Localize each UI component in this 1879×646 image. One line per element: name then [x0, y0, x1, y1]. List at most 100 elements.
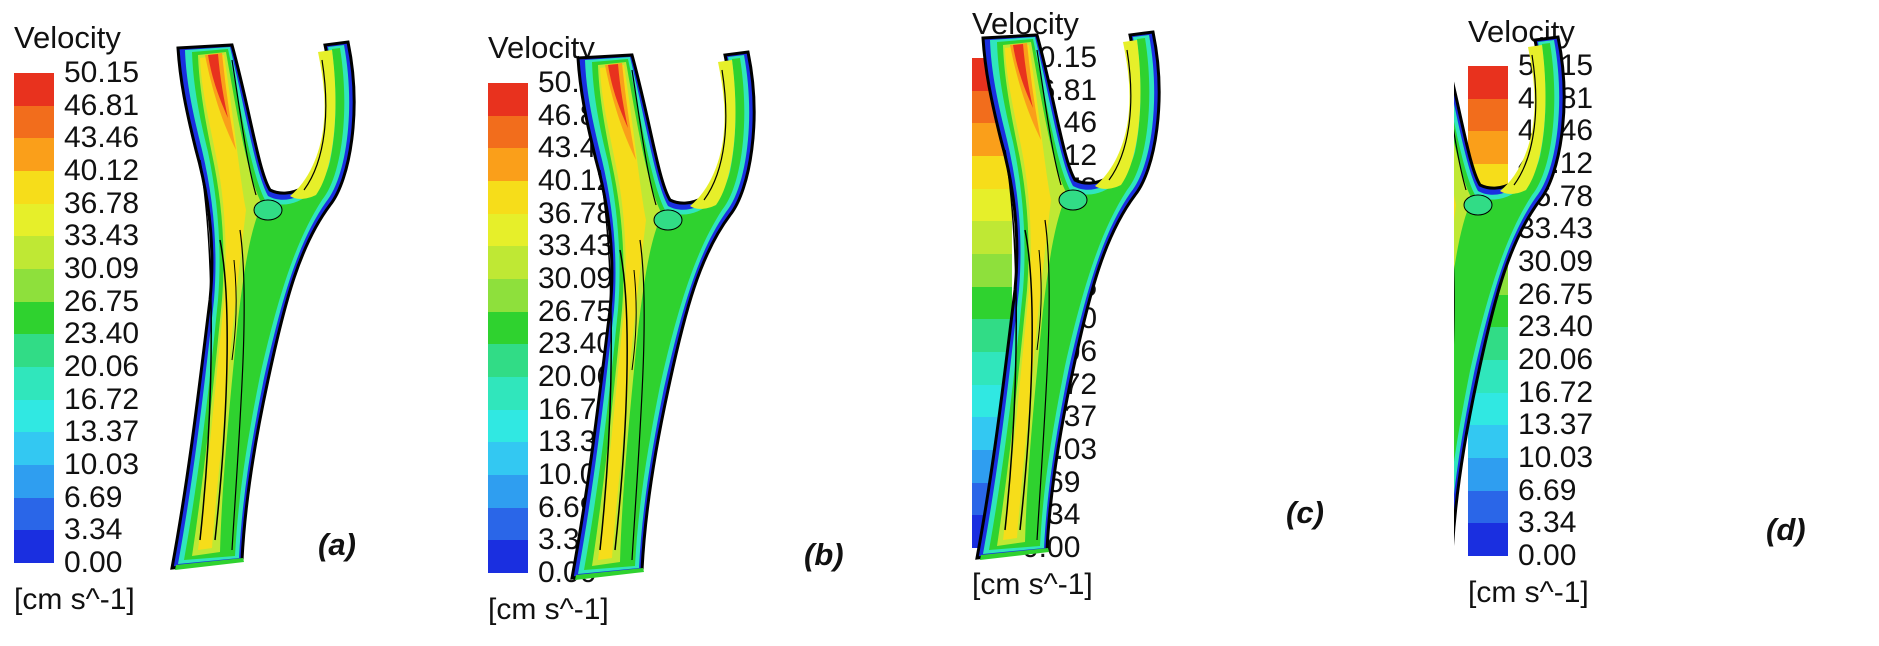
color-bar-segment [488, 83, 528, 116]
color-bar-segment [14, 269, 54, 302]
panel-label: (b) [804, 537, 844, 572]
contour-island [253, 199, 283, 221]
tick-label: 3.34 [1518, 506, 1577, 540]
unit-label: [cm s^-1] [14, 583, 135, 616]
contour-line [703, 69, 727, 201]
color-bar-segment [972, 254, 1012, 287]
color-bar-segment [14, 301, 54, 335]
panel-a: Velocity 50.15 46.81 43.46 40.12 36.78 33.43 3… [0, 0, 470, 646]
contour-line [631, 269, 637, 371]
contour-line [199, 159, 212, 541]
contour-island [1058, 189, 1088, 211]
contour-line [231, 59, 257, 196]
contour-line [1036, 49, 1062, 186]
velocity-contour-plot [170, 40, 356, 570]
tick-label: 10.03 [64, 448, 140, 481]
unit-label: [cm s^-1] [1468, 576, 1589, 609]
color-bar-segment [14, 399, 54, 433]
contour-band [1454, 43, 1555, 462]
contour-line [214, 239, 228, 541]
color-bar-segment [14, 367, 54, 400]
contour-band [690, 60, 736, 209]
color-bar-segment [14, 203, 54, 237]
legend-title: Velocity [14, 20, 121, 55]
contour-band [1010, 43, 1041, 140]
contour-island [1463, 194, 1493, 216]
tick-label: 13.37 [64, 415, 140, 449]
color-bar-segment [488, 442, 528, 476]
outlet-face [980, 548, 1049, 560]
tick-label: 10.03 [1518, 441, 1594, 474]
unit-label: [cm s^-1] [488, 593, 609, 626]
contour-line [1004, 149, 1017, 531]
tick-label: 46.81 [64, 88, 140, 122]
contour-line [631, 239, 645, 561]
contour-line [614, 249, 628, 551]
color-bar-segment [488, 213, 528, 247]
tick-label: 33.43 [538, 229, 614, 263]
tick-label: 30.09 [1518, 245, 1594, 278]
tick-label: 33.43 [1518, 212, 1594, 246]
outlet-face [575, 568, 644, 580]
contour-line [631, 69, 657, 206]
panel-d: Velocity 50.1546.8143.4640.1236.7833.433… [1454, 0, 1879, 646]
contour-line [231, 229, 245, 551]
tick-label: 30.09 [538, 262, 614, 295]
color-bar-segment [972, 286, 1012, 320]
contour-band [1454, 193, 1456, 222]
contour-band [1095, 40, 1141, 189]
color-bar-segment [488, 377, 528, 410]
color-bar-segment [14, 530, 54, 564]
contour-band [198, 55, 246, 550]
velocity-contour-plot [975, 30, 1161, 560]
contour-band [1013, 44, 1033, 108]
tick-label: 16.72 [64, 382, 140, 416]
tick-label: 20.06 [64, 350, 140, 383]
contour-line [1454, 128, 1467, 191]
contour-band [290, 50, 336, 199]
contour-island [653, 209, 683, 231]
contour-line [1019, 229, 1033, 531]
contour-band [608, 64, 628, 128]
tick-label: 16.72 [1518, 375, 1594, 409]
tick-label: 13.37 [1518, 408, 1594, 442]
color-bar-segment [488, 279, 528, 312]
panel-label: (d) [1766, 512, 1806, 547]
tick-label: 33.43 [64, 219, 140, 253]
contour-band [1003, 45, 1051, 540]
color-bar-segment [488, 507, 528, 541]
tick-label: 30.09 [64, 252, 140, 285]
contour-line [599, 169, 612, 551]
color-bar-segment [14, 73, 54, 106]
color-bar-segment [1468, 458, 1508, 491]
color-bar-segment [1468, 131, 1508, 165]
contour-line [231, 259, 237, 361]
tick-label: 20.06 [1518, 343, 1594, 376]
color-bar-segment [488, 409, 528, 443]
color-bar-segment [488, 311, 528, 345]
color-bar-segment [14, 432, 54, 466]
color-bar-segment [14, 105, 54, 139]
color-bar-segment [14, 138, 54, 172]
tick-label: 36.78 [64, 186, 140, 220]
tick-label: 3.34 [64, 513, 123, 547]
color-bar [14, 73, 54, 564]
tick-label: 23.40 [1518, 310, 1594, 344]
color-bar-segment [1468, 98, 1508, 132]
tick-label: 26.75 [1518, 277, 1594, 311]
contour-line [1513, 54, 1537, 186]
contour-line [1036, 219, 1050, 541]
tick-label: 23.40 [64, 317, 140, 351]
panel-label: (a) [318, 527, 356, 562]
tick-label: 50.15 [64, 56, 140, 89]
color-bar-segment [972, 188, 1012, 222]
color-bar-segment [488, 148, 528, 182]
contour-band [598, 65, 646, 560]
tick-label: 0.00 [64, 546, 123, 579]
color-bar-segment [14, 236, 54, 270]
velocity-contour-plot [570, 50, 756, 580]
contour-band [1500, 45, 1546, 194]
tick-label: 6.69 [1518, 473, 1577, 507]
